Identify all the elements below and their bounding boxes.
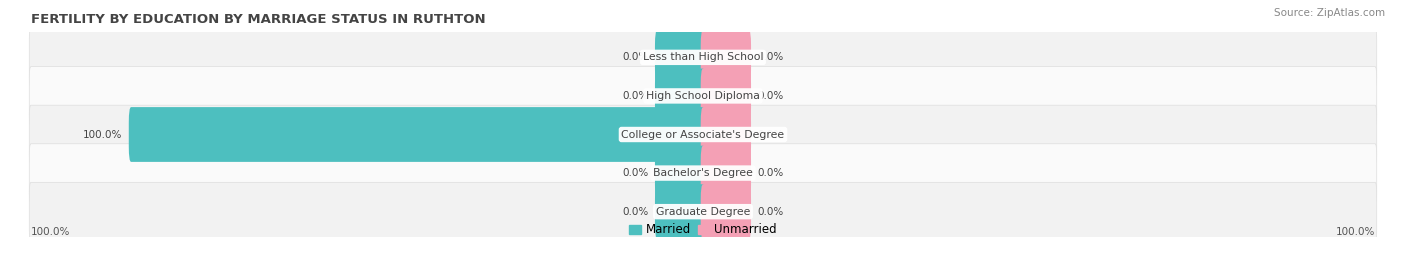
Text: Less than High School: Less than High School xyxy=(643,52,763,62)
FancyBboxPatch shape xyxy=(655,184,706,239)
Text: 0.0%: 0.0% xyxy=(758,91,783,101)
Text: Bachelor's Degree: Bachelor's Degree xyxy=(652,168,754,178)
Text: 0.0%: 0.0% xyxy=(758,129,783,140)
Text: 100.0%: 100.0% xyxy=(31,227,70,237)
Text: 100.0%: 100.0% xyxy=(83,129,122,140)
Text: Source: ZipAtlas.com: Source: ZipAtlas.com xyxy=(1274,8,1385,18)
FancyBboxPatch shape xyxy=(129,107,706,162)
FancyBboxPatch shape xyxy=(655,69,706,123)
FancyBboxPatch shape xyxy=(30,67,1376,125)
Text: 0.0%: 0.0% xyxy=(623,207,648,217)
FancyBboxPatch shape xyxy=(700,69,751,123)
Text: 0.0%: 0.0% xyxy=(758,52,783,62)
Text: FERTILITY BY EDUCATION BY MARRIAGE STATUS IN RUTHTON: FERTILITY BY EDUCATION BY MARRIAGE STATU… xyxy=(31,13,485,26)
FancyBboxPatch shape xyxy=(30,28,1376,87)
FancyBboxPatch shape xyxy=(700,30,751,85)
Text: High School Diploma: High School Diploma xyxy=(647,91,759,101)
FancyBboxPatch shape xyxy=(30,105,1376,164)
Text: 100.0%: 100.0% xyxy=(1336,227,1375,237)
Text: 0.0%: 0.0% xyxy=(623,52,648,62)
Text: 0.0%: 0.0% xyxy=(623,168,648,178)
FancyBboxPatch shape xyxy=(700,184,751,239)
FancyBboxPatch shape xyxy=(700,107,751,162)
Text: College or Associate's Degree: College or Associate's Degree xyxy=(621,129,785,140)
FancyBboxPatch shape xyxy=(655,30,706,85)
Text: 0.0%: 0.0% xyxy=(758,207,783,217)
Text: 0.0%: 0.0% xyxy=(758,168,783,178)
FancyBboxPatch shape xyxy=(655,146,706,200)
FancyBboxPatch shape xyxy=(30,144,1376,202)
Text: 0.0%: 0.0% xyxy=(623,91,648,101)
FancyBboxPatch shape xyxy=(30,182,1376,241)
FancyBboxPatch shape xyxy=(700,146,751,200)
Text: Graduate Degree: Graduate Degree xyxy=(655,207,751,217)
Legend: Married, Unmarried: Married, Unmarried xyxy=(624,219,782,241)
